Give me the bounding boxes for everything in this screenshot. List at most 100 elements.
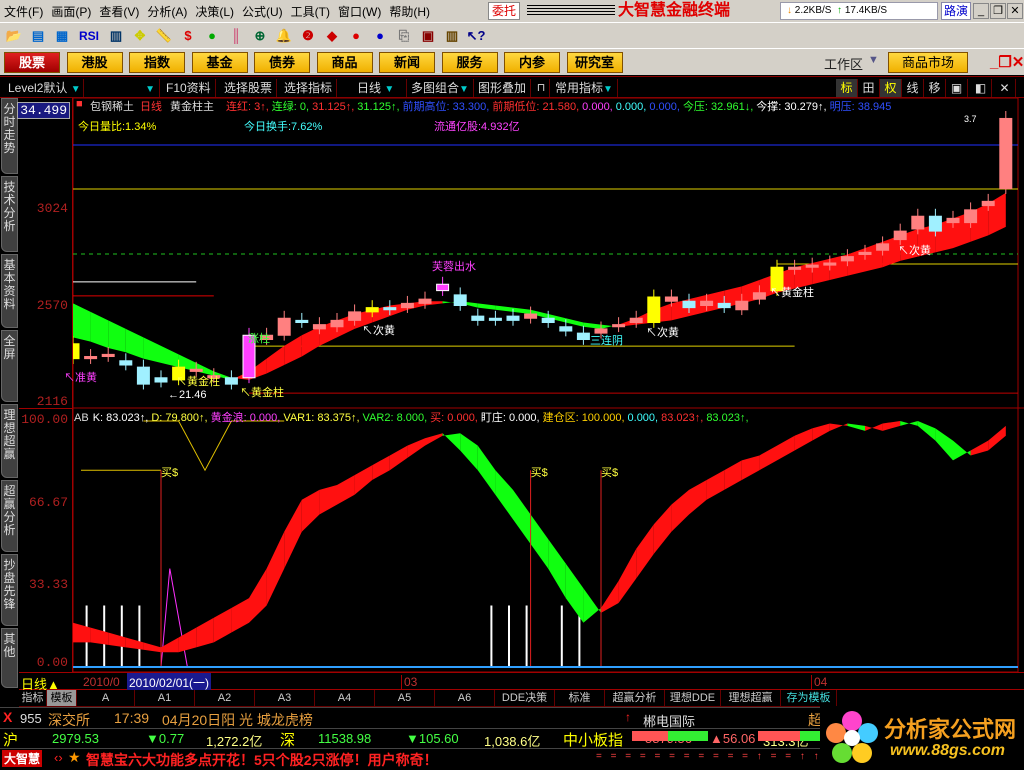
nav-7[interactable]: 服务 xyxy=(441,52,498,73)
menu-item[interactable]: 文件(F) xyxy=(4,4,44,19)
menu-item[interactable]: 画面(P) xyxy=(51,4,92,19)
indicator-tab[interactable]: DDE决策 xyxy=(495,690,555,706)
open-folder-icon[interactable]: 📂 xyxy=(5,27,23,43)
candle[interactable] xyxy=(717,302,731,309)
candle[interactable] xyxy=(840,256,854,262)
side-tab[interactable]: 全屏 xyxy=(1,330,18,402)
select-stock-button[interactable]: 选择股票 xyxy=(220,79,278,97)
alarm-bell-icon[interactable]: 🔔 xyxy=(275,27,293,43)
copy-icon[interactable]: ⎘ xyxy=(398,27,410,43)
move-icon[interactable]: ✥ xyxy=(134,27,146,43)
nav-6[interactable]: 新闻 xyxy=(379,52,435,73)
candle[interactable] xyxy=(700,300,714,307)
side-tab[interactable]: 分时走势 xyxy=(1,98,18,174)
nav-2[interactable]: 指数 xyxy=(129,52,185,73)
period-select[interactable]: 日线 ▼ xyxy=(345,79,407,97)
menu-item[interactable]: 帮助(H) xyxy=(389,4,430,19)
candle[interactable] xyxy=(400,302,414,309)
close-icon[interactable]: ✕ xyxy=(1007,3,1023,19)
indicator-tab[interactable]: A xyxy=(77,690,135,706)
candle[interactable] xyxy=(594,328,608,334)
menu-item[interactable]: 公式(U) xyxy=(242,4,283,19)
nav-5[interactable]: 商品 xyxy=(316,52,373,73)
level2-select[interactable]: Level2默认 ▼ xyxy=(4,79,84,97)
candle[interactable] xyxy=(788,266,802,270)
chart-icon[interactable]: ▤ xyxy=(31,27,45,43)
indicator-tab[interactable]: A1 xyxy=(135,690,195,706)
candle[interactable] xyxy=(330,319,344,328)
candle[interactable] xyxy=(453,294,467,307)
restore-icon[interactable]: ❐ xyxy=(990,3,1006,19)
candle[interactable] xyxy=(119,360,133,366)
side-tab[interactable]: 技术分析 xyxy=(1,176,18,252)
side-tab[interactable]: 抄盘先锋 xyxy=(1,554,18,626)
candle[interactable] xyxy=(172,366,186,381)
candle[interactable] xyxy=(805,264,819,268)
candle[interactable] xyxy=(207,375,221,379)
candle[interactable] xyxy=(224,377,238,385)
candle[interactable] xyxy=(946,217,960,224)
tool-3[interactable]: 线 xyxy=(902,79,924,97)
minute-chart-icon[interactable]: ▦ xyxy=(55,27,69,43)
candle[interactable] xyxy=(823,262,837,266)
ruler-icon[interactable]: 📏 xyxy=(155,27,173,43)
candle[interactable] xyxy=(84,356,98,360)
candle[interactable] xyxy=(576,332,590,341)
blank-select[interactable]: ▼ xyxy=(90,79,160,97)
candle[interactable] xyxy=(981,200,995,207)
nav-9[interactable]: 研究室 xyxy=(566,52,623,73)
indicator-tab[interactable]: 存为模板 xyxy=(781,690,837,706)
side-tab[interactable]: 超赢分析 xyxy=(1,480,18,552)
period-indicator[interactable]: 日线▲ xyxy=(21,677,60,692)
menu-item[interactable]: 窗口(W) xyxy=(338,4,382,19)
candle[interactable] xyxy=(295,319,309,324)
workspace-select[interactable]: 工作区 xyxy=(824,57,864,72)
candle[interactable] xyxy=(277,317,291,336)
candle[interactable] xyxy=(964,209,978,224)
candle[interactable] xyxy=(488,317,502,321)
window-controls-icon[interactable]: _❐✕ xyxy=(990,54,1024,71)
scroll-arrows-icon[interactable]: ‹› xyxy=(54,750,63,765)
candle[interactable] xyxy=(189,368,203,372)
nav-3[interactable]: 基金 xyxy=(191,52,248,73)
candle[interactable] xyxy=(418,298,432,304)
indicator-tab[interactable]: 模板 xyxy=(47,690,77,706)
candle[interactable] xyxy=(524,313,538,319)
news-message[interactable]: 04月20日阳 光 城龙虎榜 xyxy=(162,712,313,728)
candle[interactable] xyxy=(559,326,573,332)
indicator-tab[interactable]: A2 xyxy=(195,690,255,706)
indicator-tab[interactable]: 理想DDE xyxy=(665,690,721,706)
candle[interactable] xyxy=(101,353,115,358)
up-arrow-icon[interactable]: ↑ xyxy=(625,710,631,724)
candle[interactable] xyxy=(136,366,150,385)
chart-canvas[interactable]: 买$ 买$ 买$ xyxy=(73,98,1024,672)
side-tab[interactable]: 基本资料 xyxy=(1,254,18,328)
side-tab[interactable]: 其他 xyxy=(1,628,18,688)
close-pane-icon[interactable]: ✕ xyxy=(994,79,1016,97)
commodity-market-button[interactable]: 商品市场 xyxy=(888,52,968,73)
candle[interactable] xyxy=(471,315,485,321)
side-panel-icon[interactable]: ◧ xyxy=(970,79,992,97)
candle[interactable] xyxy=(893,230,907,241)
candle[interactable] xyxy=(612,324,626,328)
tool-1[interactable]: 田 xyxy=(858,79,880,97)
menu-item[interactable]: 决策(L) xyxy=(195,4,234,19)
indicator-tab[interactable]: 标准 xyxy=(555,690,605,706)
select-indicator-button[interactable]: 选择指标 xyxy=(280,79,338,97)
weituo-button[interactable]: 委托 xyxy=(488,2,521,20)
candle[interactable] xyxy=(682,300,696,309)
candle[interactable] xyxy=(647,296,661,324)
red-circle-icon[interactable]: ● xyxy=(352,27,360,43)
candle[interactable] xyxy=(154,377,168,383)
f10-button[interactable]: F10资料 xyxy=(162,79,216,97)
nav-4[interactable]: 债券 xyxy=(254,52,310,73)
news-text[interactable]: 智慧宝六大功能多点开花！5只个股2只涨停！用户称奇！ xyxy=(86,752,438,768)
candle[interactable] xyxy=(260,334,274,341)
close-info-icon[interactable]: X xyxy=(3,709,13,725)
overlay-button[interactable]: 图形叠加 xyxy=(474,79,532,97)
candle[interactable] xyxy=(312,324,326,330)
settings-icon[interactable]: ■ xyxy=(76,98,83,110)
f10-icon[interactable]: ❷ xyxy=(302,27,314,43)
candle[interactable] xyxy=(876,243,890,251)
menu-item[interactable]: 工具(T) xyxy=(290,4,330,19)
